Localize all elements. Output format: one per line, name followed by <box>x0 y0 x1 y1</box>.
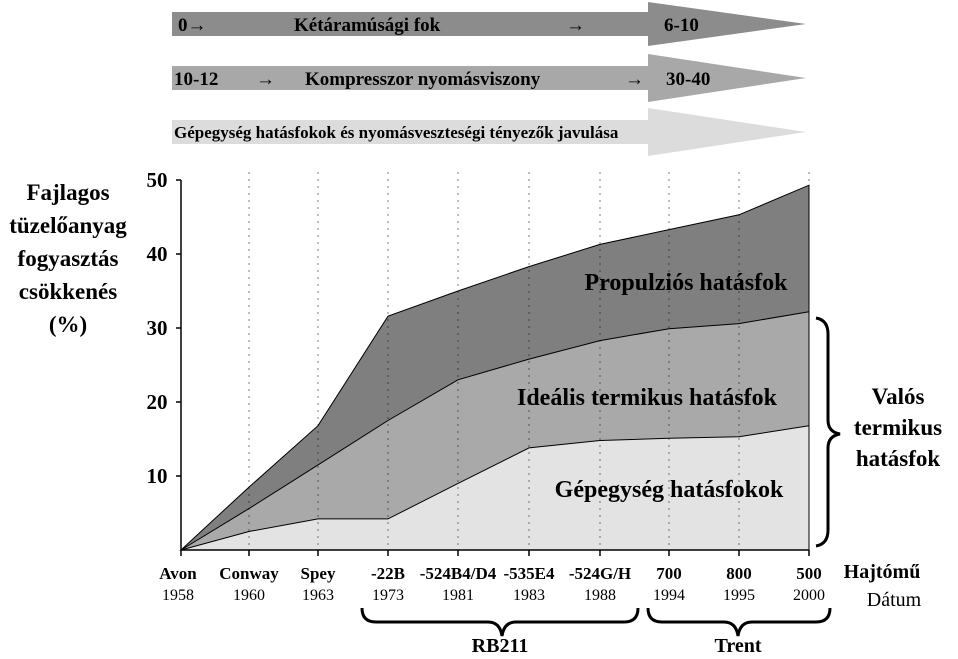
banner-compressor-pressure-ratio: 10-12 → Kompresszor nyomásviszony → 30-4… <box>172 54 806 102</box>
x-tick-label-engine: 700 <box>656 564 682 583</box>
x-tick-label-date: 1983 <box>513 587 545 604</box>
x-tick-label-engine: Spey <box>301 564 336 583</box>
right-brace <box>815 316 841 548</box>
x-tick-label-engine: -524B4/D4 <box>420 564 497 583</box>
x-tick-label-date: 1988 <box>584 587 616 604</box>
group-label-trent: Trent <box>714 635 761 657</box>
banner-component-efficiency: Gépegység hatásfokok és nyomásveszteségi… <box>172 108 806 156</box>
real-thermal-label-line: termikus <box>854 415 942 440</box>
bypass-ratio-start: 0→ <box>178 15 207 36</box>
x-tick-label-date: 1960 <box>233 587 265 604</box>
compressor-start: 10-12 <box>174 69 218 90</box>
chart-areas <box>179 184 810 551</box>
x-tick-label-date: 1973 <box>372 587 404 604</box>
banner-component-efficiency-arrow <box>172 108 806 156</box>
real-thermal-label-line: Valós <box>872 384 925 409</box>
y-tick-label: 50 <box>147 168 168 192</box>
x-tick-label-engine: -22B <box>371 564 405 583</box>
y-axis-title-line: tüzelőanyag <box>9 213 127 238</box>
y-tick-labels: 10 20 30 40 50 <box>147 168 181 488</box>
banner-bypass-ratio: 0→ Kétáramúsági fok → 6-10 <box>172 2 806 46</box>
y-axis-title-line: (%) <box>49 312 87 337</box>
x-tick-label-engine: Conway <box>219 564 279 583</box>
real-thermal-efficiency-label: Valós termikus hatásfok <box>854 384 942 471</box>
x-tick-label-engine: -535E4 <box>504 564 556 583</box>
banner-bypass-ratio-arrow <box>172 2 806 46</box>
x-axis-title-engine: Hajtómű <box>844 561 921 583</box>
y-tick-label: 10 <box>147 464 168 488</box>
compressor-label: Kompresszor nyomásviszony <box>305 69 541 90</box>
bypass-ratio-arrow-glyph: → <box>566 15 585 36</box>
y-axis-title: Fajlagos tüzelőanyag fogyasztás csökkenés (%… <box>9 180 127 337</box>
rb211-brace <box>360 607 640 637</box>
bypass-ratio-label: Kétáramúsági fok <box>294 15 441 36</box>
series-label-ideal-thermal: Ideális termikus hatásfok <box>517 385 778 411</box>
chart-gridlines <box>248 172 810 556</box>
x-tick-label-engine: 800 <box>726 564 752 583</box>
x-tick-label-date: 1981 <box>442 587 474 604</box>
compressor-arrow-glyph-1: → <box>256 69 275 90</box>
series-label-propulsive: Propulziós hatásfok <box>585 270 789 296</box>
component-efficiency-label: Gépegység hatásfokok és nyomásveszteségi… <box>174 123 619 142</box>
x-tick-label-date: 1994 <box>653 587 685 604</box>
x-tick-label-date: 1963 <box>302 587 334 604</box>
compressor-arrow-glyph-2: → <box>625 69 644 90</box>
trent-brace <box>646 607 832 637</box>
x-tick-label-engine: -524G/H <box>569 564 631 583</box>
y-axis-title-line: fogyasztás <box>18 246 119 271</box>
x-tick-label-date: 1995 <box>723 587 755 604</box>
real-thermal-label-line: hatásfok <box>856 446 941 471</box>
banner-compressor-arrow <box>172 54 806 102</box>
x-tick-label-engine: Avon <box>159 564 197 583</box>
bypass-ratio-end: 6-10 <box>664 15 699 36</box>
x-tick-labels: Avon 1958 Conway 1960 Spey 1963 -22B 1973 -524B4… <box>159 550 825 604</box>
compressor-end: 30-40 <box>666 69 710 90</box>
y-tick-label: 30 <box>147 316 168 340</box>
y-tick-label: 20 <box>147 390 168 414</box>
y-tick-label: 40 <box>147 242 168 266</box>
x-tick-label-engine: 500 <box>796 564 822 583</box>
x-tick-label-date: 1958 <box>162 587 194 604</box>
group-label-rb211: RB211 <box>472 635 529 657</box>
y-axis-title-line: csökkenés <box>19 279 117 304</box>
y-axis-title-line: Fajlagos <box>26 180 109 205</box>
series-label-component: Gépegység hatásfokok <box>555 477 784 503</box>
x-tick-label-date: 2000 <box>793 587 825 604</box>
x-axis-title-date: Dátum <box>867 589 922 611</box>
